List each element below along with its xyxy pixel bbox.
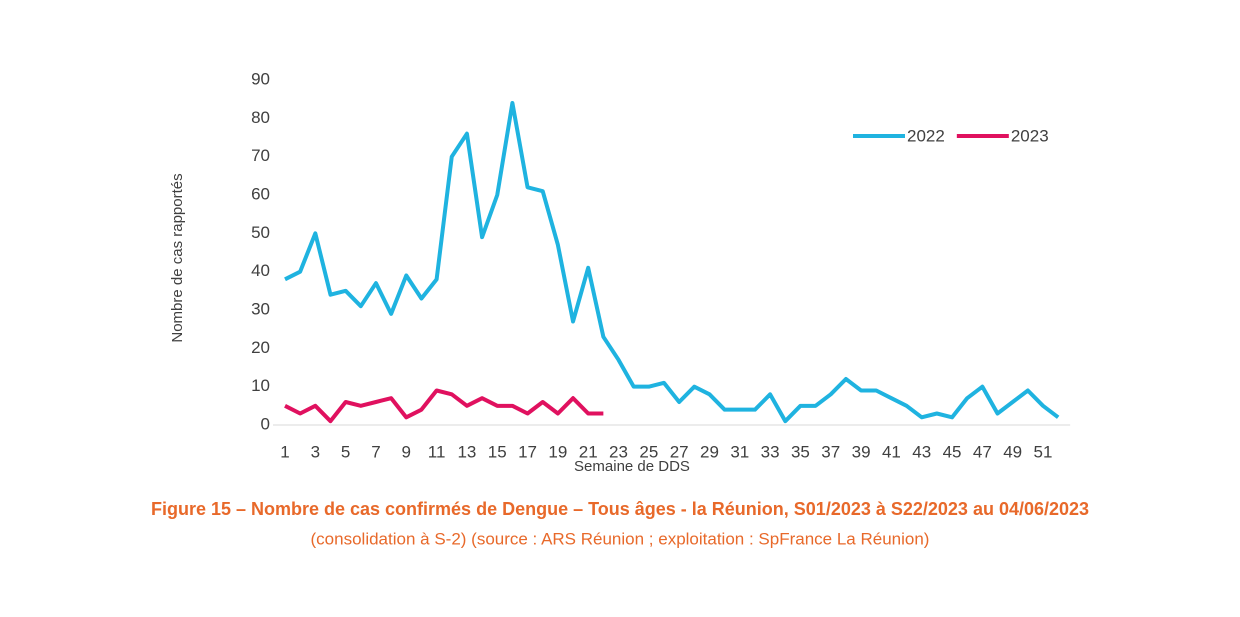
series-line [284,388,604,424]
x-tick-label: 15 [488,442,507,461]
y-tick-label: 50 [251,223,270,242]
x-tick-label: 27 [670,442,689,461]
series-line [284,101,1060,424]
x-tick-label: 43 [912,442,931,461]
x-tick-label: 25 [639,442,658,461]
x-tick-label: 37 [821,442,840,461]
x-tick-label: 49 [1003,442,1022,461]
legend-label: 2022 [907,126,945,145]
x-tick-label: 23 [609,442,628,461]
caption-title: Figure 15 – Nombre de cas confirmés de D… [151,499,1089,519]
y-axis-label: Nombre de cas rapportés [169,173,186,342]
legend-label: 2023 [1011,126,1049,145]
y-tick-label: 10 [251,376,270,395]
caption-subtitle: (consolidation à S-2) (source : ARS Réun… [311,529,930,548]
x-tick-label: 7 [371,442,380,461]
x-tick-label: 21 [579,442,598,461]
y-tick-label: 30 [251,299,270,318]
x-tick-label: 51 [1034,442,1053,461]
y-tick-label: 70 [251,146,270,165]
y-tick-label: 90 [251,69,270,88]
y-tick-label: 60 [251,184,270,203]
x-tick-label: 35 [791,442,810,461]
x-tick-label: 17 [518,442,537,461]
x-axis-label: Semaine de DDS [574,458,690,475]
x-tick-label: 41 [882,442,901,461]
x-tick-label: 39 [852,442,871,461]
y-tick-label: 40 [251,261,270,280]
x-tick-label: 5 [341,442,350,461]
y-tick-label: 0 [261,414,270,433]
x-tick-label: 13 [457,442,476,461]
x-tick-label: 29 [700,442,719,461]
x-tick-label: 33 [761,442,780,461]
y-tick-label: 20 [251,338,270,357]
x-tick-label: 9 [402,442,411,461]
x-tick-label: 1 [280,442,289,461]
x-tick-label: 47 [973,442,992,461]
y-tick-label: 80 [251,108,270,127]
x-tick-label: 3 [311,442,320,461]
x-tick-label: 11 [428,442,446,461]
x-tick-label: 45 [943,442,962,461]
x-tick-label: 31 [730,442,749,461]
x-tick-label: 19 [548,442,567,461]
